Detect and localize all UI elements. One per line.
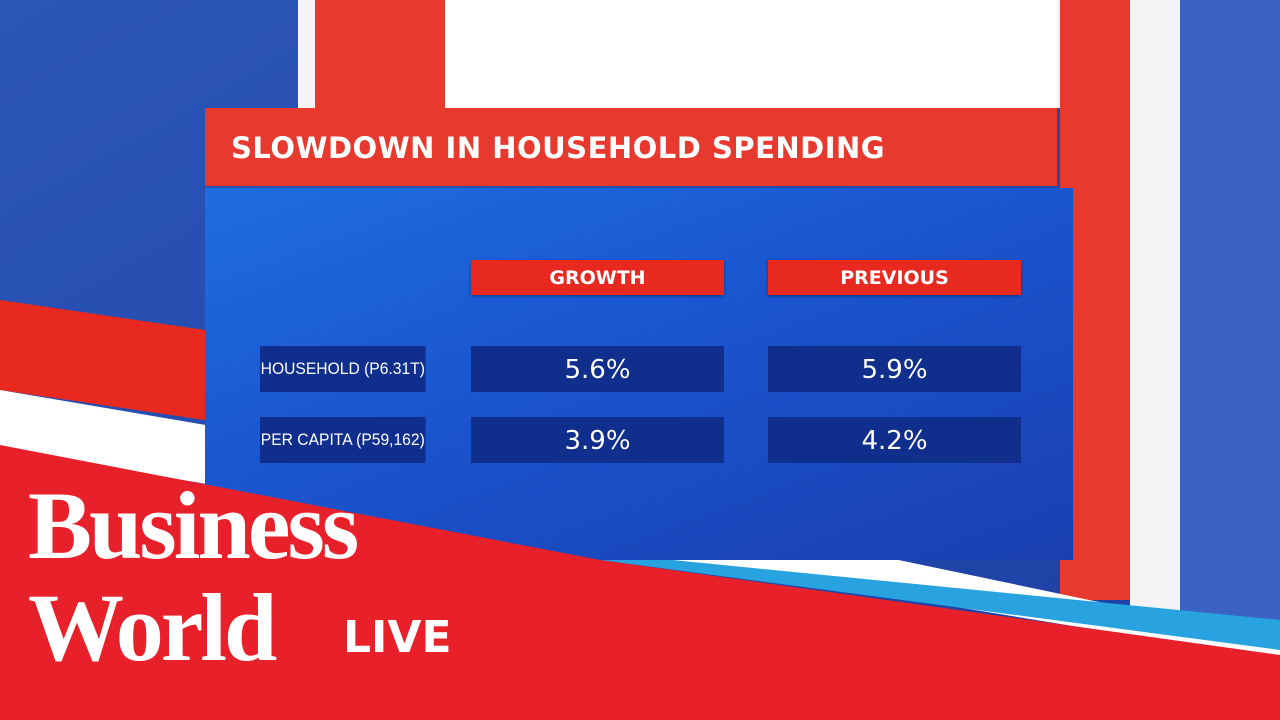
- cell: 4.2%: [768, 417, 1021, 463]
- frame-red: [315, 0, 445, 108]
- live-badge: LIVE: [343, 612, 452, 663]
- swoosh-cyan: [470, 540, 1280, 650]
- logo-line: Business: [28, 472, 359, 579]
- swoosh-red-left: [0, 300, 205, 420]
- title: SLOWDOWN IN HOUSEHOLD SPENDING: [205, 108, 1057, 186]
- cell: 3.9%: [471, 417, 724, 463]
- cell: 5.9%: [768, 346, 1021, 392]
- cell: 5.6%: [471, 346, 724, 392]
- red-band: [0, 445, 1280, 720]
- side-strip: [1180, 0, 1280, 720]
- row-label: PER CAPITA (P59,162): [260, 417, 426, 463]
- row-label: HOUSEHOLD (P6.31T): [260, 346, 426, 392]
- column-header: GROWTH: [471, 260, 724, 295]
- column-header: PREVIOUS: [768, 260, 1021, 295]
- logo-line: World: [28, 574, 277, 681]
- frame-white-right: [1130, 0, 1180, 620]
- frame-white: [445, 0, 1057, 108]
